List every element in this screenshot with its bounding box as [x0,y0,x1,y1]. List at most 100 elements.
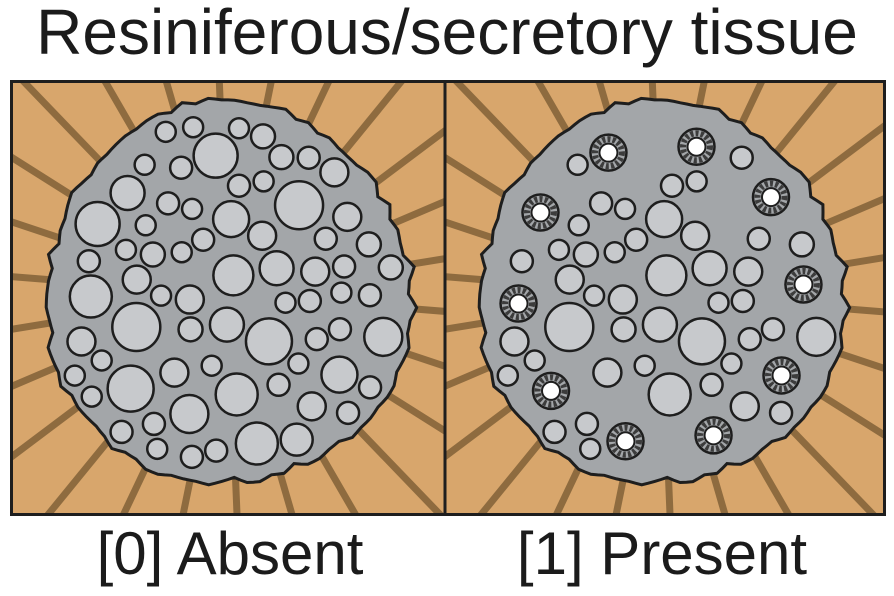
cell [357,282,383,308]
cell [677,317,727,366]
cell [181,115,205,139]
cell [679,220,711,251]
cell [659,173,685,198]
cell [179,444,205,470]
cell [68,274,114,319]
cell [180,197,204,221]
cell [746,226,772,251]
cell [377,254,405,281]
cell [249,123,277,150]
cell [707,291,730,314]
cell [554,264,585,295]
secretory-duct-group [499,127,823,461]
cell-group [63,115,405,470]
cell [177,316,204,343]
cell [274,291,297,314]
duct-lumen [686,136,707,157]
cell [572,241,600,268]
cell [109,174,146,212]
duct-lumen [598,142,619,163]
cell [644,199,684,239]
cell [174,284,206,315]
cell [355,231,383,258]
cell [252,170,275,193]
cell [313,226,339,251]
cell [234,421,280,466]
cell [331,254,357,279]
cell [633,354,656,377]
cell [169,393,210,435]
cell [363,316,404,358]
cell [566,153,589,177]
duct-lumen [760,187,781,208]
cell [76,249,102,274]
diagram-panels [10,80,886,516]
cell [268,143,295,171]
cell [66,326,97,357]
cell [258,250,295,287]
duct-epithelium [765,358,799,392]
cell [208,306,246,343]
cell [578,437,602,461]
cell [246,220,278,251]
cell [788,231,816,258]
cell [212,254,255,297]
cell [121,264,152,295]
cell [623,227,649,253]
cell [567,214,590,237]
cell [190,227,216,253]
cell [320,355,359,394]
cell [582,284,606,307]
duct-epithelium [697,418,731,452]
cell [729,391,761,422]
cell [297,288,323,314]
duct-epithelium [679,130,713,164]
cell [299,256,331,287]
cell [145,437,169,461]
cell [332,201,363,233]
cell [730,288,756,314]
cell [109,419,134,445]
cell [509,249,535,274]
cell [588,191,614,216]
cell [796,316,837,358]
duct-lumen [530,202,551,223]
duct-epithelium [534,374,568,408]
caption-absent: [0] Absent [96,520,364,587]
cell [266,372,291,398]
cell [226,173,252,198]
cell [641,306,679,343]
panels-frame [10,80,886,516]
cell [327,316,353,342]
cell [496,364,520,387]
cell [155,191,181,216]
duct-lumen [771,365,792,386]
duct-epithelium [754,180,788,214]
cell [737,326,763,352]
cell [732,256,764,287]
cell [647,372,692,417]
duct-lumen [703,425,724,446]
cell [607,284,639,315]
cell [114,238,138,262]
cell [111,301,162,353]
cell [613,197,637,221]
cell [170,240,193,264]
cell [592,357,623,388]
cell [357,375,383,400]
cell [203,438,229,463]
cell [304,326,330,352]
cell [279,422,314,457]
cell [287,352,310,375]
cell [691,250,728,287]
cell [90,349,113,372]
duct-epithelium [523,196,557,230]
caption-present: [1] Present [516,520,808,587]
cell [244,317,294,366]
cell [542,419,567,445]
cell [729,145,754,170]
panel-absent [10,80,444,516]
cell [273,180,325,231]
cell [523,349,546,372]
duct-epithelium [502,287,536,321]
